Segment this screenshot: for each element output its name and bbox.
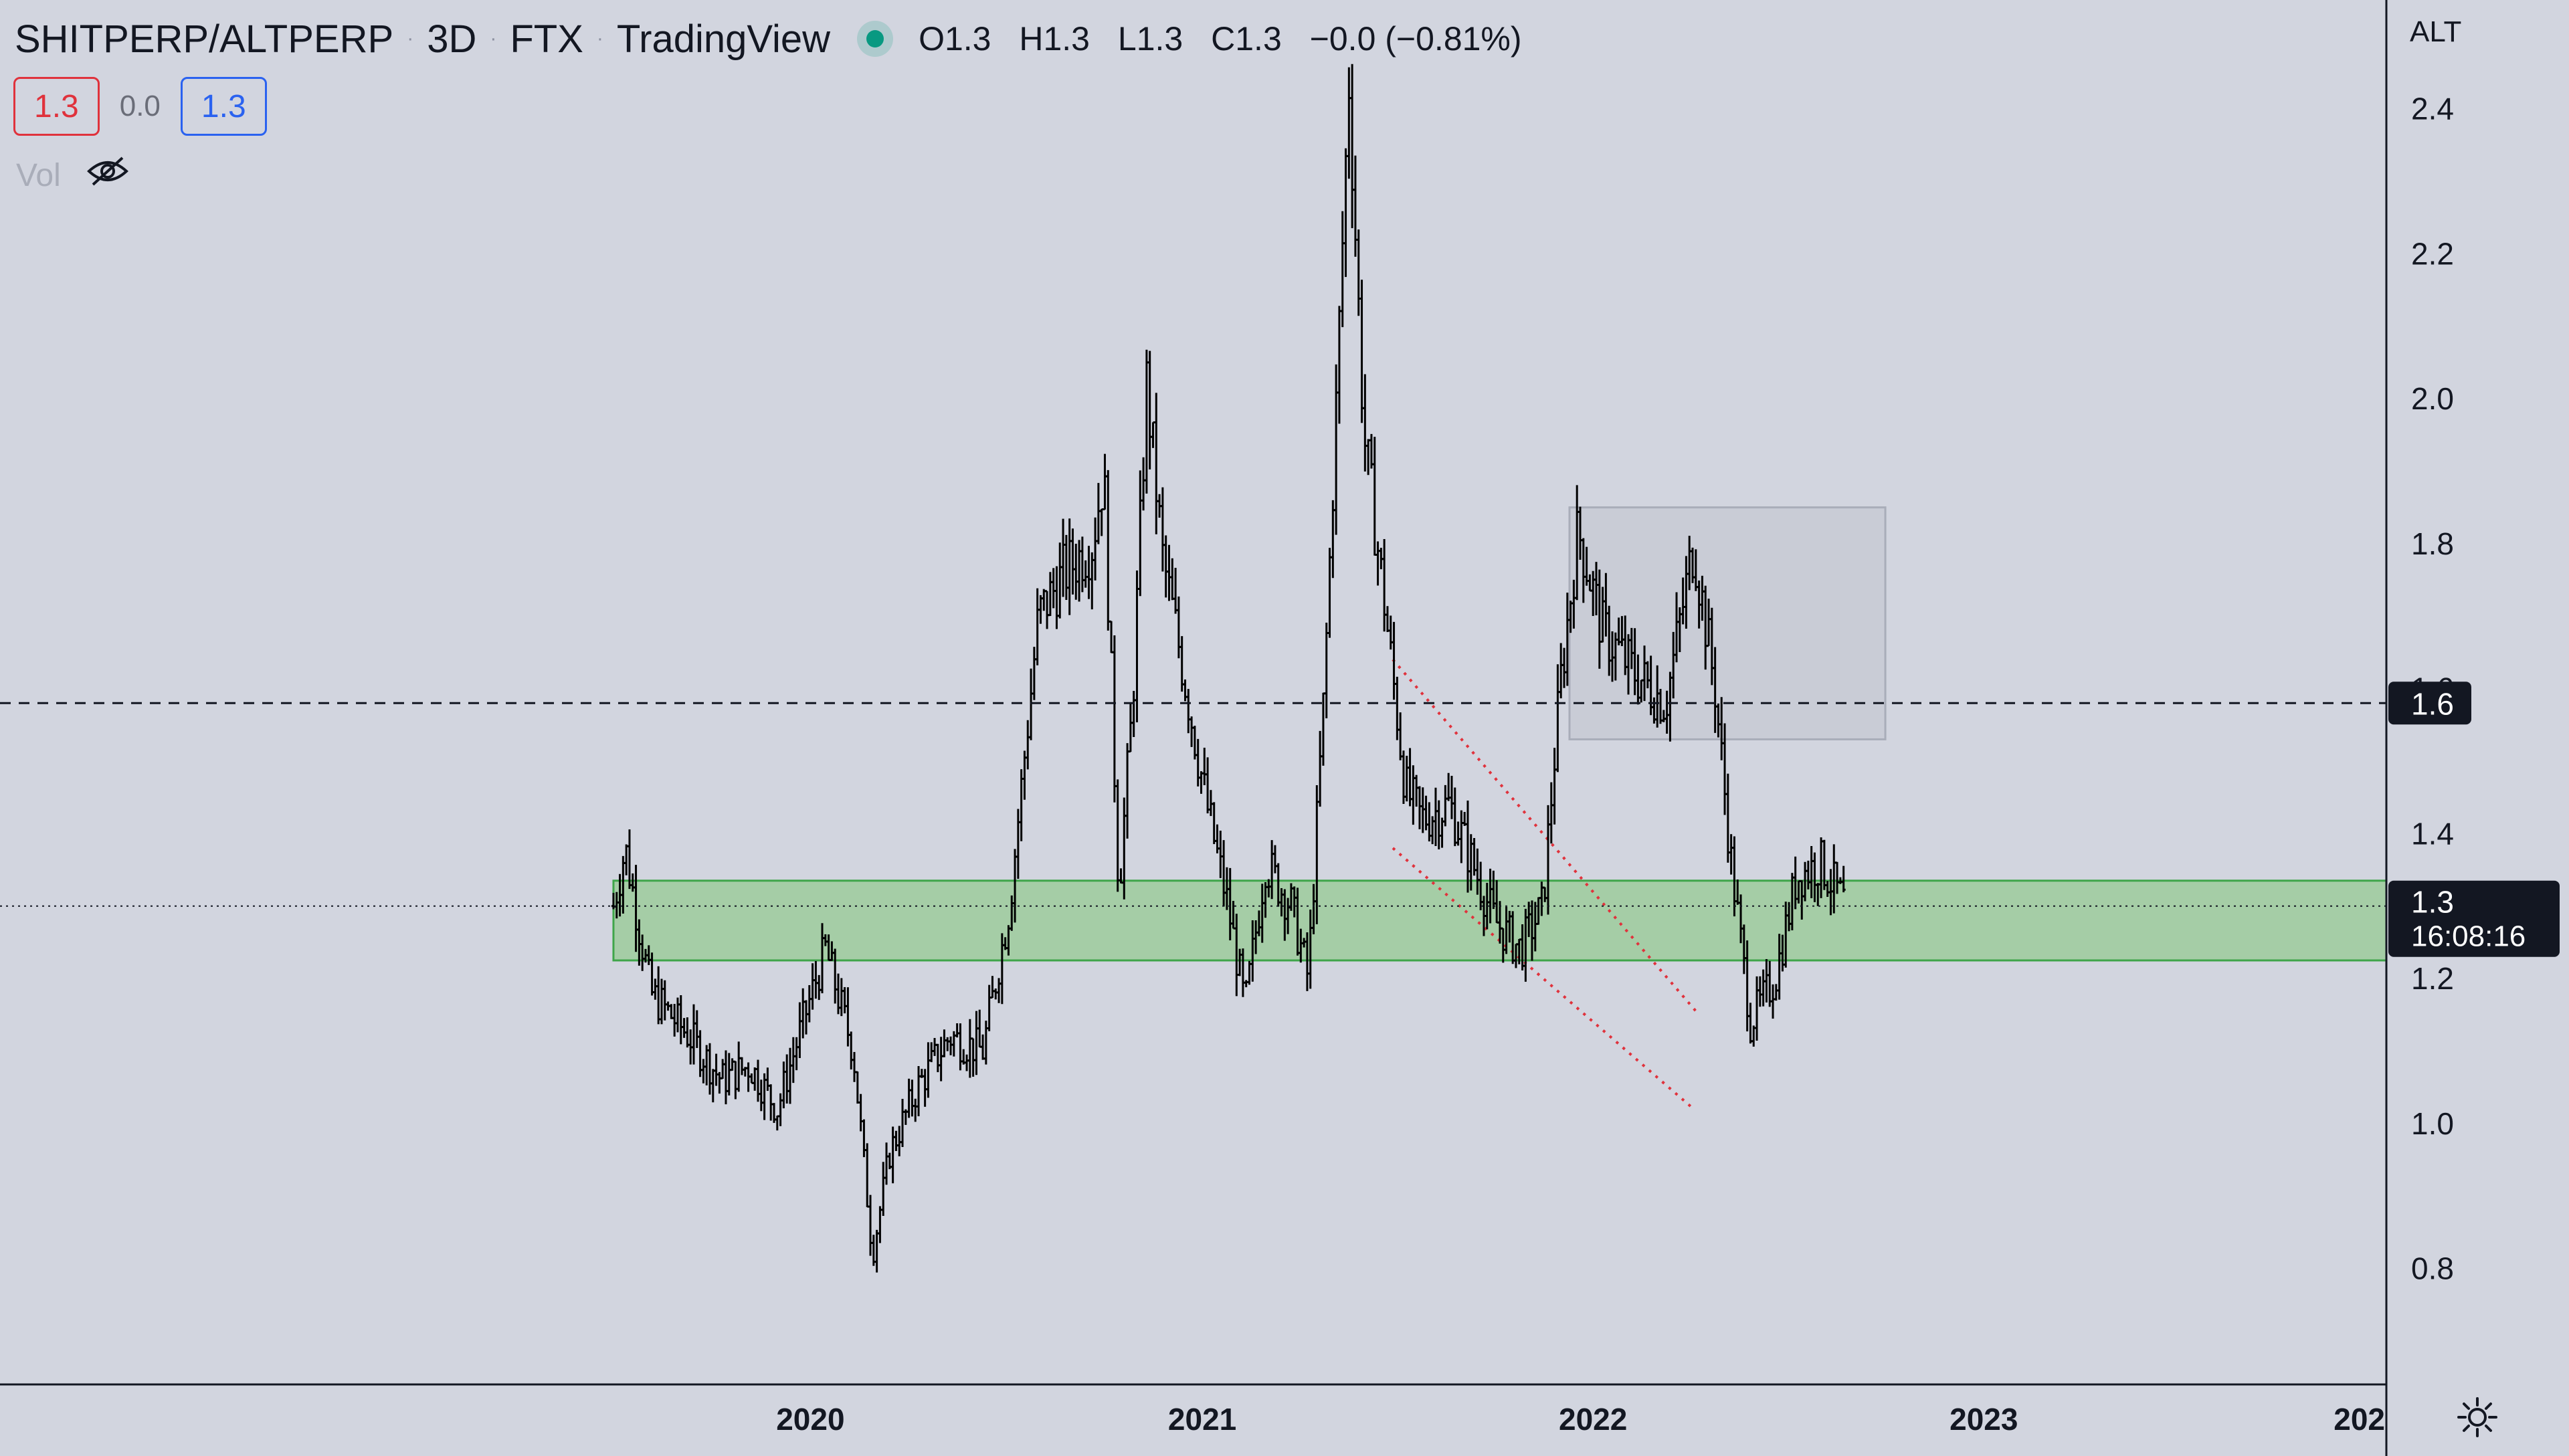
annotation-layer <box>612 506 2388 1110</box>
price-tick-label: 1.0 <box>2411 1106 2454 1141</box>
time-axis[interactable]: 2020 2021 2022 2023 202 <box>776 1402 2385 1437</box>
symbol-header[interactable]: SHITPERP/ALTPERP · 3D · FTX · TradingVie… <box>15 12 1541 66</box>
market-status-icon[interactable] <box>866 30 884 47</box>
exchange-label: FTX <box>510 17 583 61</box>
price-tick-label: 2.2 <box>2411 236 2454 271</box>
range-box <box>1568 506 1887 740</box>
alert-price-label <box>2388 682 2471 725</box>
source-label: TradingView <box>616 17 831 61</box>
trendline-lower <box>1392 847 1695 1110</box>
price-tick-label: 1.2 <box>2411 961 2454 996</box>
candle-series <box>611 64 1846 1273</box>
eye-crossed-icon[interactable] <box>86 155 129 195</box>
time-tick-label: 202 <box>2334 1402 2385 1437</box>
interval-label[interactable]: 3D <box>427 17 477 61</box>
price-labels: 1.6 1.316:08:16 <box>2388 682 2560 957</box>
separator-dot: · <box>490 27 497 49</box>
price-tick-label: 0.8 <box>2411 1251 2454 1286</box>
time-tick-label: 2022 <box>1559 1402 1627 1437</box>
alert-price-text: 1.6 <box>2411 686 2454 721</box>
volume-label: Vol <box>16 157 61 193</box>
buy-button[interactable]: 1.3 <box>180 77 267 136</box>
price-tick-label: 2.0 <box>2411 381 2454 416</box>
trade-buttons: 1.3 0.0 1.3 <box>13 77 267 136</box>
time-tick-label: 2023 <box>1949 1402 2018 1437</box>
countdown-text: 16:08:16 <box>2411 920 2526 953</box>
separator-dot: · <box>596 27 603 49</box>
price-tick-label: 1.4 <box>2411 816 2454 851</box>
ohlc-values: O1.3 H1.3 L1.3 C1.3 −0.0 (−0.81%) <box>919 19 1540 58</box>
separator-dot: · <box>407 27 414 49</box>
last-price-label <box>2388 880 2560 957</box>
time-tick-label: 2021 <box>1168 1402 1236 1437</box>
close-value: C1.3 <box>1211 20 1282 58</box>
change-value: −0.0 (−0.81%) <box>1309 20 1522 58</box>
sell-button[interactable]: 1.3 <box>13 77 100 136</box>
axis-currency-label: ALT <box>2410 15 2461 48</box>
price-line-layer <box>0 702 2386 907</box>
spread-value: 0.0 <box>119 90 161 122</box>
high-value: H1.3 <box>1019 20 1090 58</box>
low-value: L1.3 <box>1117 20 1183 58</box>
open-value: O1.3 <box>919 20 991 58</box>
price-tick-label: 2.4 <box>2411 92 2454 126</box>
price-tick-label: 1.8 <box>2411 526 2454 561</box>
time-tick-label: 2020 <box>776 1402 844 1437</box>
volume-indicator[interactable]: Vol <box>16 155 129 195</box>
gear-icon[interactable] <box>2457 1396 2498 1441</box>
symbol-name[interactable]: SHITPERP/ALTPERP <box>15 17 394 61</box>
last-price-text: 1.3 <box>2411 885 2454 920</box>
